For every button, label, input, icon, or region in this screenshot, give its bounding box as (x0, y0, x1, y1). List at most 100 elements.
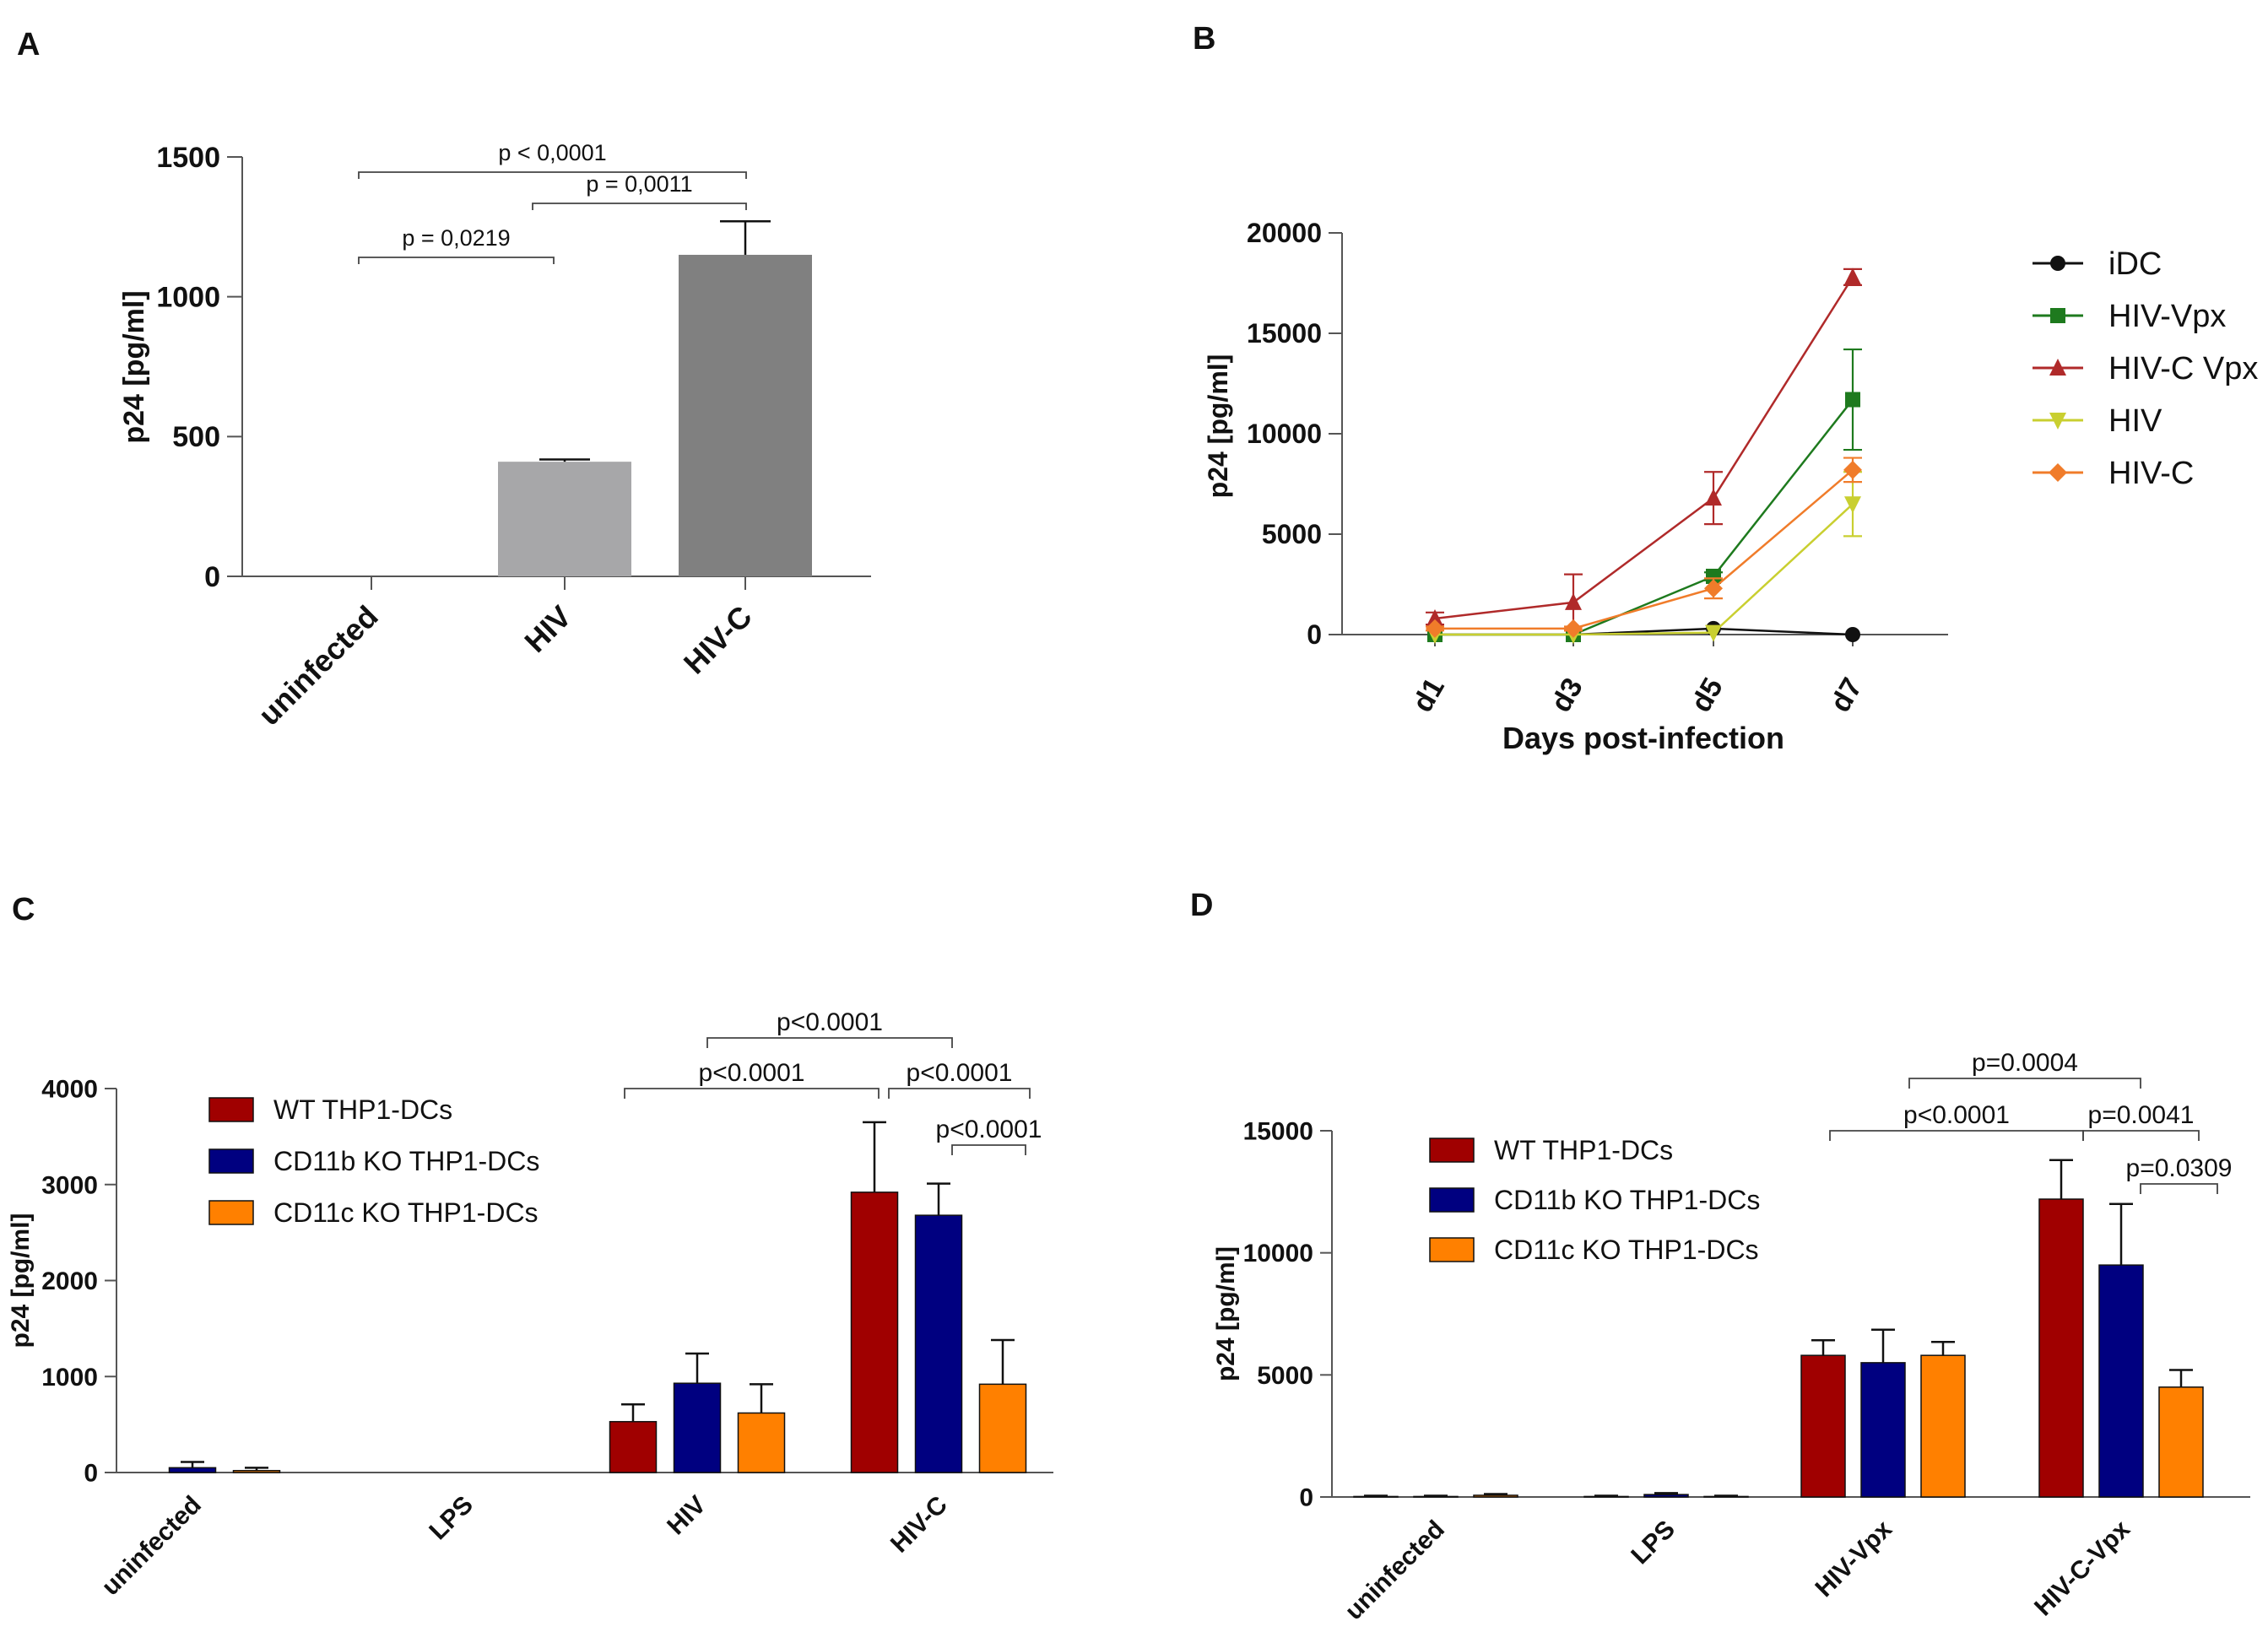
x-tick-label: HIV-C (885, 1491, 953, 1559)
legend-swatch (208, 1097, 254, 1122)
data-point (1844, 267, 1861, 285)
x-tick-label: d1 (1406, 673, 1451, 717)
legend-swatch (1429, 1187, 1475, 1213)
y-tick-label: 0 (1299, 1484, 1313, 1512)
bar (679, 254, 812, 576)
bar (168, 1467, 217, 1473)
x-tick-label: uninfected (96, 1491, 207, 1602)
data-point (2049, 413, 2066, 430)
p-value-label: p=0.0004 (1972, 1049, 2078, 1077)
legend-swatch (1429, 1138, 1475, 1163)
bar (1643, 1494, 1689, 1498)
data-point (1705, 489, 1722, 506)
chart-panel-d: 0 5000 10000 15000 uninfected LPS HIV-Vpx HIV-C… (1212, 1049, 2250, 1625)
legend-label: WT THP1-DCs (1494, 1135, 1673, 1165)
y-tick-label: 1500 (156, 142, 220, 174)
data-point (2049, 359, 2066, 376)
legend-label: HIV-C Vpx (2108, 351, 2258, 386)
significance-bracket (1829, 1130, 2084, 1141)
bar (1920, 1354, 1966, 1498)
y-tick-label: 15000 (1247, 318, 1322, 349)
x-tick-label: d7 (1824, 673, 1869, 717)
significance-bracket (532, 203, 747, 210)
bar (737, 1412, 786, 1473)
p-value-label: p = 0,0011 (586, 171, 692, 197)
panel-letter: C (12, 892, 35, 927)
y-axis-label: p24 [pg/ml] (1212, 1246, 1240, 1381)
data-point (2049, 463, 2067, 482)
legend-label: HIV-C (2108, 456, 2194, 491)
y-axis-label: p24 [pg/ml] (118, 290, 150, 443)
series-line (1435, 398, 1854, 636)
significance-bracket (888, 1088, 1031, 1099)
legend-label: HIV (2108, 403, 2162, 439)
y-tick-label: 2000 (41, 1267, 98, 1295)
legend-label: CD11c KO THP1-DCs (1494, 1235, 1759, 1265)
p-value-label: p<0.0001 (936, 1116, 1042, 1143)
bar (1800, 1354, 1846, 1498)
series-line (1435, 468, 1854, 630)
y-tick-label: 3000 (41, 1171, 98, 1199)
p-value-label: p=0.0041 (2088, 1101, 2195, 1129)
panel-letter: A (17, 27, 40, 62)
legend-label: iDC (2108, 246, 2162, 282)
x-tick-label: HIV (662, 1491, 712, 1541)
p-value-label: p=0.0309 (2126, 1154, 2233, 1182)
legend-swatch (208, 1148, 254, 1174)
data-point (1843, 460, 1862, 479)
x-tick-label: HIV-Vpx (1810, 1515, 1897, 1602)
chart-panel-a: 0 500 1000 1500 uninfected HIV HIV-C p < 0,0001… (118, 140, 871, 732)
x-tick-label: uninfected (252, 599, 385, 732)
x-tick-label: HIV-C-Vpx (2029, 1515, 2135, 1621)
legend-label: CD11b KO THP1-DCs (1494, 1185, 1760, 1215)
y-tick-label: 0 (1307, 619, 1322, 650)
data-point (1564, 619, 1583, 638)
data-point (2050, 308, 2065, 323)
significance-bracket (951, 1144, 1026, 1155)
legend-label: WT THP1-DCs (273, 1094, 452, 1125)
legend-swatch (208, 1200, 254, 1225)
panel-letter: B (1193, 21, 1215, 57)
x-tick-label: d5 (1685, 673, 1729, 717)
data-point (1704, 579, 1723, 598)
y-axis-label: p24 [pg/ml] (1203, 354, 1233, 499)
p-value-label: p<0.0001 (1903, 1101, 2010, 1129)
data-point (1845, 392, 1860, 408)
significance-bracket (624, 1088, 880, 1099)
p-value-label: p<0.0001 (699, 1059, 805, 1087)
series-line (1435, 503, 1854, 636)
bar (978, 1383, 1027, 1473)
legend-swatch (1429, 1237, 1475, 1262)
legend-label: CD11c KO THP1-DCs (273, 1197, 539, 1228)
data-point (2050, 256, 2065, 271)
significance-bracket (2140, 1183, 2218, 1194)
y-tick-label: 5000 (1262, 519, 1322, 549)
y-tick-label: 500 (172, 421, 220, 453)
y-tick-label: 0 (84, 1460, 98, 1488)
bar (232, 1469, 281, 1473)
data-point (1426, 619, 1444, 638)
significance-bracket (706, 1037, 953, 1048)
bar (914, 1214, 963, 1473)
legend-label: CD11b KO THP1-DCs (273, 1146, 539, 1176)
significance-bracket (2082, 1130, 2200, 1141)
bar (609, 1420, 658, 1473)
x-tick-label: HIV-C (677, 599, 759, 681)
significance-bracket (358, 257, 555, 264)
significance-bracket (358, 171, 747, 179)
y-tick-label: 1000 (41, 1364, 98, 1392)
y-tick-label: 15000 (1243, 1118, 1313, 1146)
x-tick-label: d3 (1545, 673, 1589, 717)
y-tick-label: 0 (204, 561, 220, 593)
x-tick-label: LPS (1626, 1516, 1681, 1570)
x-tick-label: LPS (424, 1491, 479, 1546)
data-point (1844, 496, 1861, 514)
x-tick-label: HIV (517, 599, 577, 659)
series-line (1434, 276, 1854, 620)
bar (2038, 1198, 2084, 1498)
x-tick-label: uninfected (1340, 1516, 1450, 1626)
p-value-label: p<0.0001 (907, 1059, 1013, 1087)
bar (2098, 1264, 2144, 1498)
significance-bracket (1908, 1078, 2141, 1089)
